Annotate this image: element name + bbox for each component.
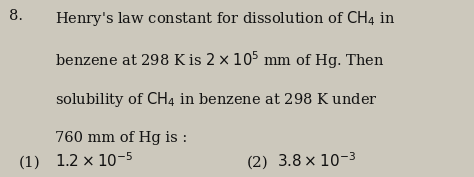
- Text: (1): (1): [19, 156, 41, 170]
- Text: $3.8 \times 10^{-3}$: $3.8 \times 10^{-3}$: [277, 151, 356, 170]
- Text: 760 mm of Hg is :: 760 mm of Hg is :: [55, 131, 187, 145]
- Text: 8.: 8.: [9, 9, 24, 23]
- Text: (2): (2): [246, 156, 268, 170]
- Text: solubility of $\mathrm{CH_4}$ in benzene at 298 K under: solubility of $\mathrm{CH_4}$ in benzene…: [55, 90, 377, 109]
- Text: Henry's law constant for dissolution of $\mathrm{CH_4}$ in: Henry's law constant for dissolution of …: [55, 9, 394, 28]
- Text: benzene at 298 K is $2 \times 10^5$ mm of Hg. Then: benzene at 298 K is $2 \times 10^5$ mm o…: [55, 50, 384, 71]
- Text: $1.2 \times 10^{-5}$: $1.2 \times 10^{-5}$: [55, 151, 133, 170]
